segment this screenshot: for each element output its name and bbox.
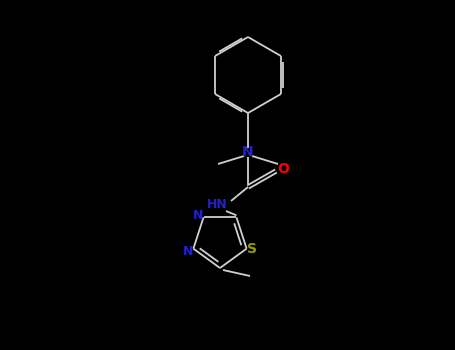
Text: O: O xyxy=(277,162,289,176)
Text: N: N xyxy=(242,145,254,159)
Text: N: N xyxy=(183,245,193,258)
Text: S: S xyxy=(247,241,257,255)
Text: N: N xyxy=(193,209,204,222)
Text: HN: HN xyxy=(207,198,228,211)
